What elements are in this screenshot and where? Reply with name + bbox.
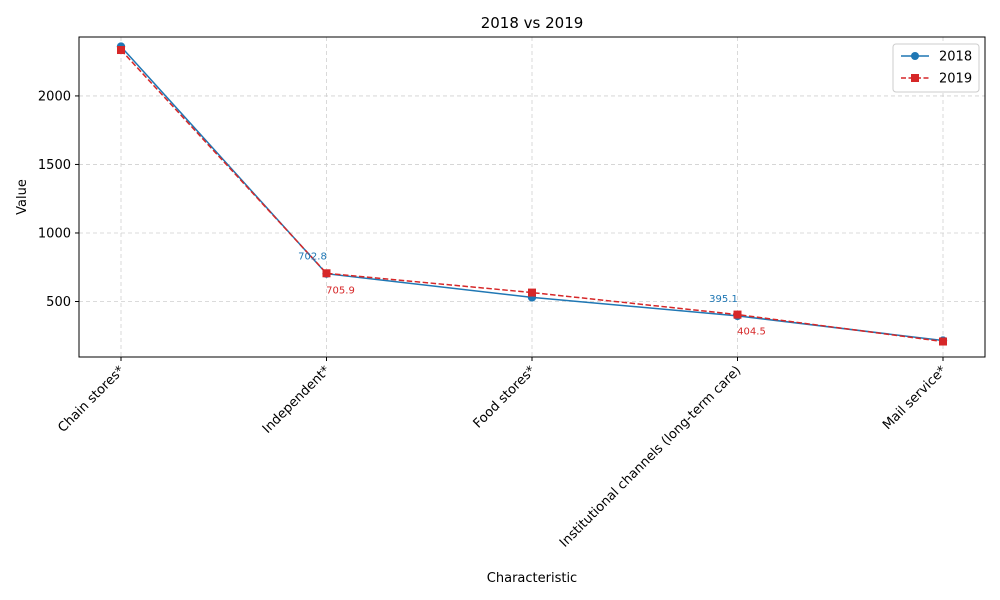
data-label-2019: 404.5 (737, 327, 766, 338)
chart-title: 2018 vs 2019 (481, 14, 584, 32)
grid (79, 37, 985, 357)
data-label-2018: 395.1 (709, 294, 738, 305)
y-tick-label: 1500 (38, 158, 71, 173)
data-label-2019: 705.9 (326, 285, 355, 296)
data-point-2019 (528, 288, 536, 297)
y-tick-label: 1000 (38, 226, 71, 241)
y-axis-label: Value (15, 179, 30, 215)
y-tick-label: 2000 (38, 89, 71, 104)
x-tick-label: Chain stores* (55, 363, 128, 436)
y-axis: 500 1000 1500 2000 (38, 89, 79, 310)
data-point-2019 (322, 269, 331, 278)
plot-frame (78, 36, 986, 358)
x-axis: Chain stores* Independent* Food stores* Ins… (55, 357, 950, 551)
data-point-2019 (939, 337, 947, 346)
legend-label-2019: 2019 (939, 72, 972, 87)
legend: 2018 2019 (892, 43, 980, 93)
data-label-2018: 702.8 (298, 252, 327, 263)
legend-marker-2019 (911, 74, 919, 82)
data-point-2019 (733, 310, 742, 319)
series-group (116, 42, 948, 346)
x-tick-label: Mail service* (880, 363, 950, 433)
x-axis-label: Characteristic (487, 571, 577, 586)
annotations: 702.8 705.9 395.1 404.5 (298, 252, 766, 338)
legend-label-2018: 2018 (939, 50, 972, 65)
series-line-2019 (120, 49, 944, 343)
legend-marker-2018 (911, 52, 919, 60)
y-tick-label: 500 (46, 295, 71, 310)
x-tick-label: Independent* (260, 363, 334, 437)
x-tick-label: Food stores* (471, 363, 540, 432)
data-point-2019 (117, 46, 125, 55)
x-tick-label: Institutional channels (long-term care) (557, 363, 744, 550)
